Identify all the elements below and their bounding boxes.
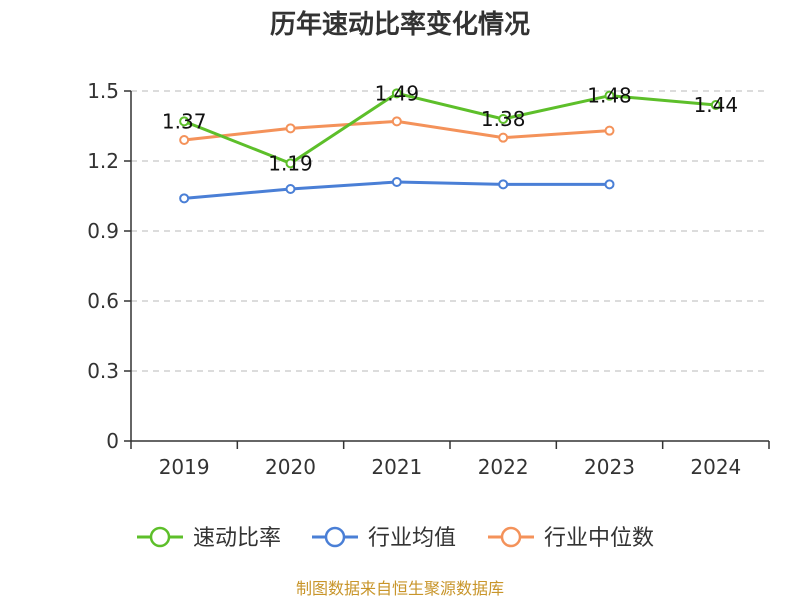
y-tick-label: 0 <box>106 429 119 453</box>
data-point[interactable] <box>391 116 402 127</box>
gridlines <box>131 90 769 372</box>
data-point[interactable] <box>179 116 190 127</box>
legend-marker-icon <box>500 526 522 548</box>
legend-label: 行业中位数 <box>544 526 654 551</box>
data-label: 1.19 <box>268 151 313 175</box>
data-point[interactable] <box>498 114 509 124</box>
y-tick-label: 0.3 <box>87 359 119 383</box>
series-line-0 <box>183 91 716 165</box>
legend-item-1[interactable]: 行业均值 <box>312 526 456 551</box>
data-label: 1.48 <box>587 84 632 108</box>
data-point[interactable] <box>285 184 296 194</box>
data-point[interactable] <box>604 179 615 190</box>
x-tick-label: 2024 <box>690 455 741 479</box>
data-point[interactable] <box>391 88 402 99</box>
x-tick-label: 2023 <box>584 455 635 479</box>
data-point[interactable] <box>710 100 721 110</box>
legend-label: 速动比率 <box>193 526 281 551</box>
y-tick-label: 0.9 <box>87 219 119 243</box>
data-point[interactable] <box>285 123 296 134</box>
y-tick-label: 1.5 <box>87 79 119 103</box>
data-point[interactable] <box>391 177 402 187</box>
data-point[interactable] <box>498 179 509 190</box>
data-point[interactable] <box>604 125 615 136</box>
legend-marker-icon <box>149 526 171 548</box>
data-point[interactable] <box>179 135 190 145</box>
data-label: 1.44 <box>694 93 739 117</box>
legend-item-2[interactable]: 行业中位数 <box>488 526 654 551</box>
axes: 0 0.3 0.6 0.9 1.2 1.5 2019 2020 2021 2022 2023 2024 <box>87 79 770 479</box>
y-tick-label: 1.2 <box>87 149 119 173</box>
legend[interactable]: 速动比率 行业均值 行业中位数 <box>137 526 654 551</box>
legend-item-0[interactable]: 速动比率 <box>137 526 281 551</box>
x-tick-label: 2020 <box>265 455 316 479</box>
legend-marker-icon <box>324 526 346 548</box>
data-label: 1.38 <box>481 107 526 131</box>
source-note: 制图数据来自恒生聚源数据库 <box>296 579 504 598</box>
series-lines <box>179 88 721 204</box>
legend-label: 行业均值 <box>368 526 456 551</box>
data-labels: 1.37 1.19 1.49 1.38 1.48 1.44 <box>162 81 738 175</box>
data-label: 1.37 <box>162 109 207 133</box>
data-point[interactable] <box>285 158 296 169</box>
chart-title: 历年速动比率变化情况 <box>270 9 530 40</box>
x-tick-label: 2022 <box>478 455 529 479</box>
x-tick-label: 2019 <box>159 455 210 479</box>
data-label: 1.49 <box>375 81 420 105</box>
y-tick-label: 0.6 <box>87 289 119 313</box>
x-tick-label: 2021 <box>371 455 422 479</box>
data-point[interactable] <box>604 90 615 101</box>
data-point[interactable] <box>179 193 190 204</box>
data-point[interactable] <box>498 132 509 143</box>
